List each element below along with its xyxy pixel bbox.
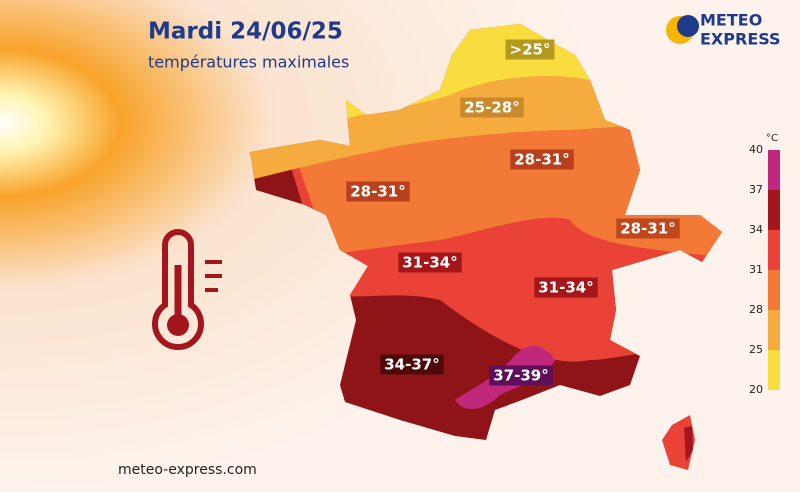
zone-label-box xyxy=(510,149,574,170)
legend-tick-label: 25 xyxy=(749,343,763,356)
logo-icon-moon xyxy=(677,15,699,37)
zone-label-box xyxy=(489,365,553,386)
zone-labels: >25° 25-28° 28-31° 28-31° 28-31° 31-34° 31-34°… xyxy=(346,39,680,386)
legend-tick-label: 40 xyxy=(749,143,763,156)
zone-label-box xyxy=(460,97,524,118)
subtitle: températures maximales xyxy=(148,53,349,72)
legend-tick-label: 28 xyxy=(749,303,763,316)
legend-swatch xyxy=(768,310,780,350)
legend-tick-label: 37 xyxy=(749,183,763,196)
legend-tick-label: 20 xyxy=(749,383,763,396)
legend-tick-label: 34 xyxy=(749,223,763,236)
legend-swatch xyxy=(768,270,780,310)
logo-text: EXPRESS xyxy=(700,30,781,49)
corsica-hot xyxy=(684,426,693,462)
legend-swatch xyxy=(768,190,780,230)
zone-label: 28-31° xyxy=(514,151,569,169)
zone-label: 34-37° xyxy=(384,356,439,374)
thermometer-icon xyxy=(152,229,222,350)
title: Mardi 24/06/25 xyxy=(148,19,343,45)
zone-label: 31-34° xyxy=(402,254,457,272)
zone-label-box xyxy=(505,39,555,60)
zone-label: 28-31° xyxy=(620,220,675,238)
legend-swatch xyxy=(768,350,780,390)
zone-label: 31-34° xyxy=(538,279,593,297)
zone-label-box xyxy=(380,354,444,375)
logo-text: METEO xyxy=(700,11,762,30)
zone-label: 25-28° xyxy=(464,99,519,117)
legend-swatch xyxy=(768,150,780,190)
zone-label: 37-39° xyxy=(493,367,548,385)
zone-label-box xyxy=(346,181,410,202)
zone-label: 28-31° xyxy=(350,183,405,201)
zone-label-box xyxy=(534,277,598,298)
legend-unit: °C xyxy=(766,133,778,144)
zone-label: >25° xyxy=(510,41,551,59)
legend-swatch xyxy=(768,230,780,270)
zone-label-box xyxy=(398,252,462,273)
legend-tick-label: 31 xyxy=(749,263,763,276)
zone-label-box xyxy=(616,218,680,239)
legend: 40 37 34 31 28 25 20 xyxy=(749,143,780,396)
website: meteo-express.com xyxy=(118,462,257,478)
